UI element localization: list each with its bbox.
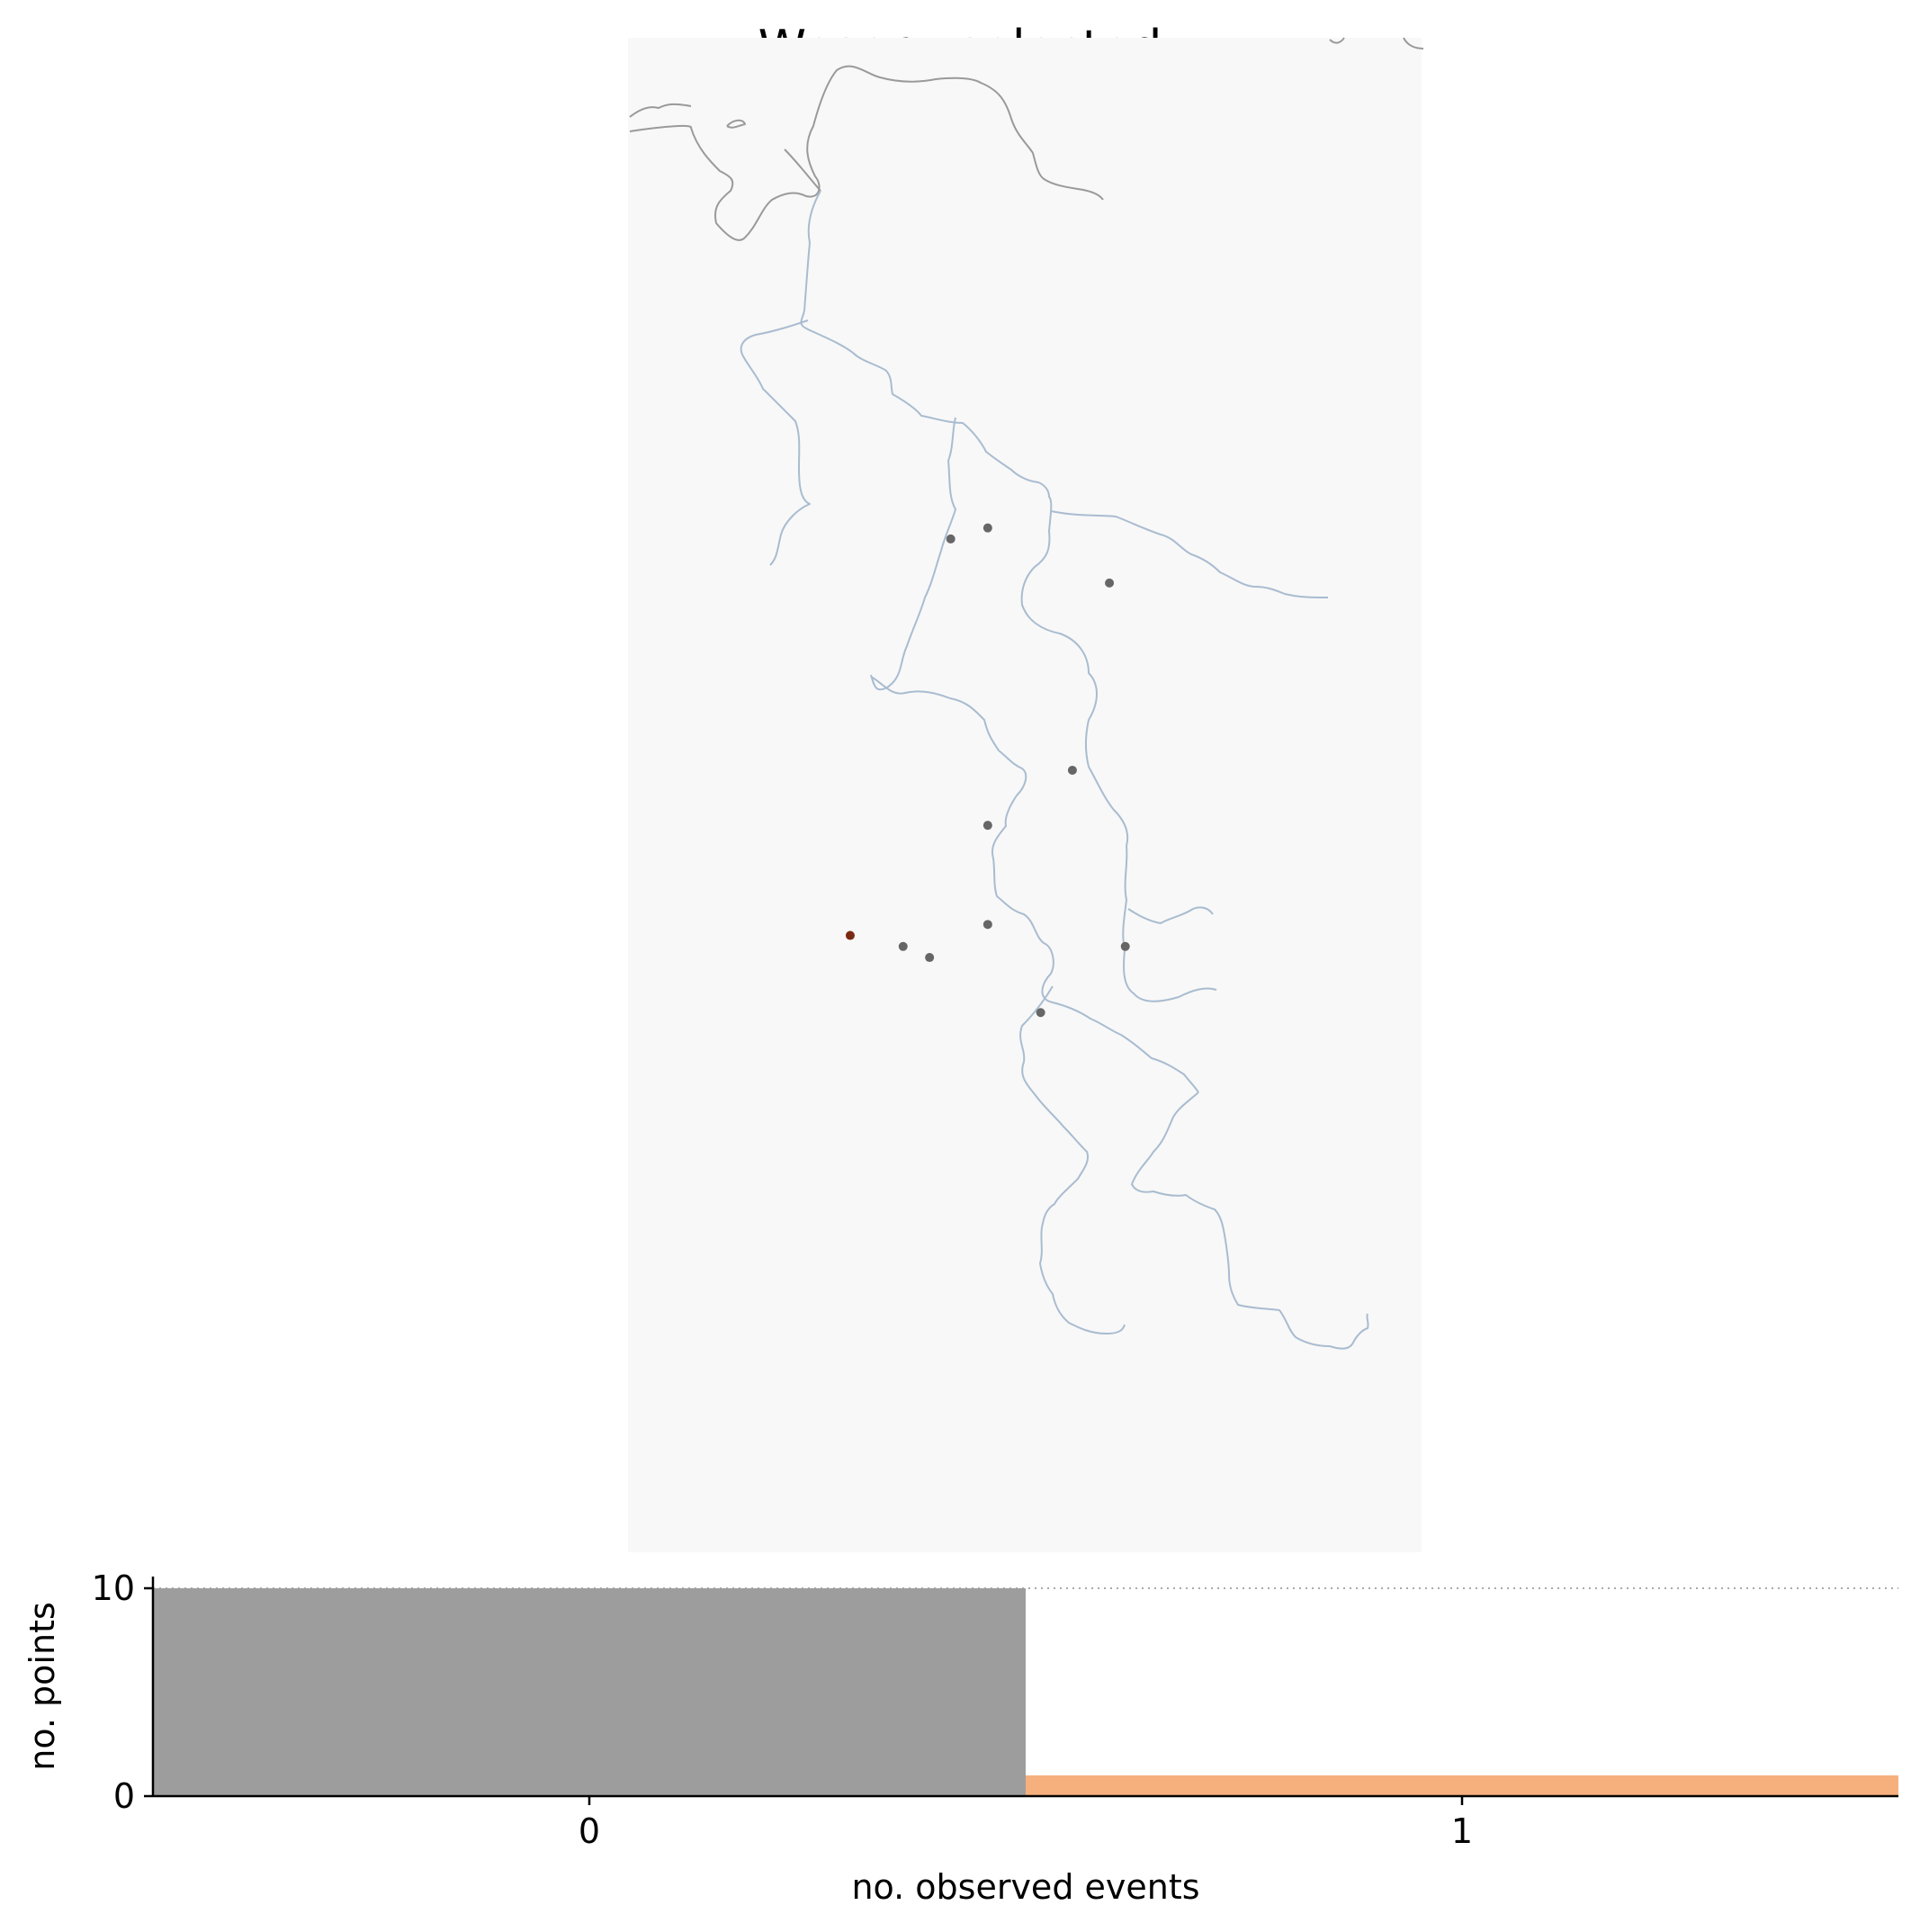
bar-1: [1026, 1775, 1898, 1796]
y-tick-label: 0: [113, 1776, 135, 1816]
river-weser-main: [800, 190, 1217, 1002]
coastline: [629, 37, 1424, 241]
station-marker[interactable]: [1105, 578, 1115, 588]
station-marker[interactable]: [1067, 765, 1077, 775]
river-fulda-west: [1019, 985, 1126, 1334]
station-marker[interactable]: [982, 523, 992, 533]
y-ticks: 0 10: [92, 1568, 153, 1816]
station-marker[interactable]: [1036, 1008, 1045, 1018]
y-axis-label: no. points: [22, 1602, 62, 1771]
river-hunte: [870, 417, 956, 691]
coast-north-shore: [629, 65, 1104, 241]
station-marker[interactable]: [925, 953, 935, 963]
x-tick-label: 1: [1451, 1811, 1473, 1851]
station-marker-selected[interactable]: [845, 930, 855, 940]
river-west-tributary: [740, 319, 811, 566]
bars: [153, 1588, 1898, 1796]
station-marker[interactable]: [898, 941, 908, 951]
river-weser-east-bend: [1127, 906, 1214, 924]
coast-estuary: [784, 148, 821, 192]
station-marker[interactable]: [982, 920, 992, 930]
map-background: [628, 38, 1422, 1552]
coast-left-spit: [629, 103, 692, 118]
river-aller-east: [1050, 510, 1329, 598]
station-marker[interactable]: [946, 534, 956, 544]
station-marker[interactable]: [1120, 941, 1130, 951]
x-axis-label: no. observed events: [851, 1867, 1199, 1907]
weser-map: [628, 37, 1424, 1552]
coast-island: [726, 119, 746, 129]
river-weser-upper: [870, 676, 1199, 1093]
bar-0: [153, 1588, 1026, 1796]
river-werra-east: [1131, 1092, 1369, 1350]
station-marker[interactable]: [982, 821, 992, 831]
y-tick-label: 10: [92, 1568, 135, 1608]
station-markers: [845, 523, 1130, 1018]
x-tick-label: 0: [579, 1811, 600, 1851]
river-network: [740, 190, 1369, 1350]
coast-top-right: [1329, 37, 1424, 49]
